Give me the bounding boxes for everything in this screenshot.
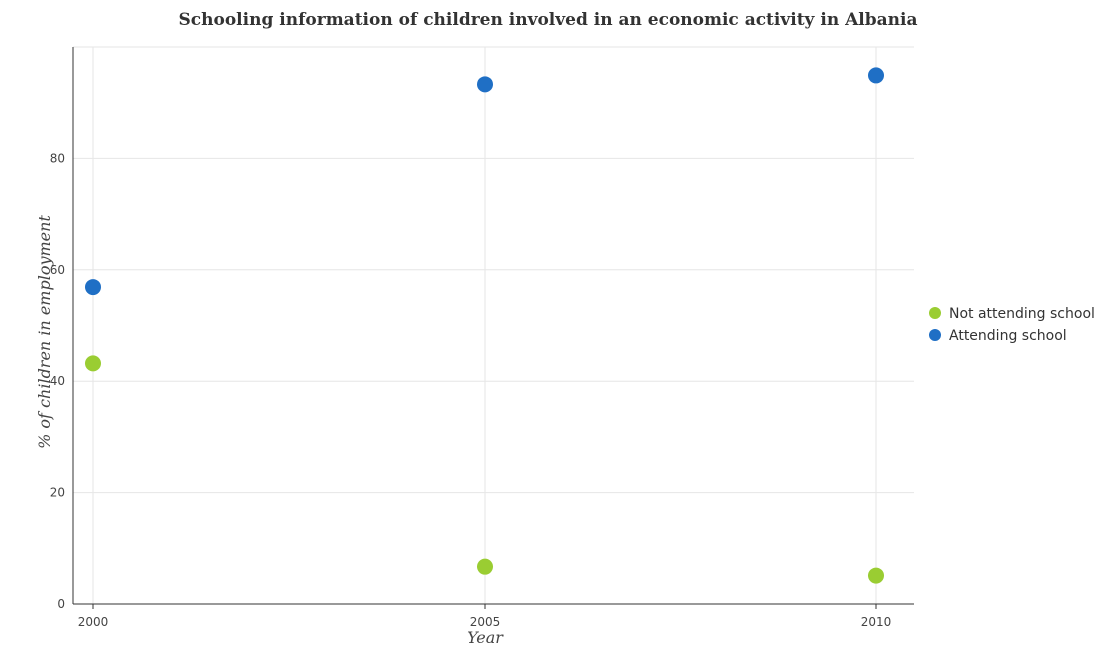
y-axis-label: % of children in employment — [35, 215, 54, 449]
legend-marker — [929, 329, 941, 341]
chart-title: Schooling information of children involv… — [179, 10, 918, 30]
grid — [73, 46, 914, 605]
x-tick-label: 2005 — [470, 615, 501, 629]
y-tick-label: 0 — [57, 597, 65, 611]
y-tick-label: 80 — [50, 151, 65, 165]
x-tick-label: 2010 — [861, 615, 892, 629]
data-point-attending — [477, 76, 493, 93]
data-point-not-attending — [868, 567, 884, 584]
x-tick-label: 2000 — [78, 615, 109, 629]
y-tick-label: 40 — [50, 374, 65, 388]
legend-marker — [929, 307, 941, 319]
axes: 0 20 40 60 80 2000 2005 2010 — [50, 47, 914, 629]
data-point-attending — [85, 279, 101, 296]
y-tick-label: 60 — [50, 263, 65, 277]
legend: Not attending school Attending school — [929, 306, 1095, 344]
legend-label: Attending school — [949, 328, 1067, 344]
data-points — [85, 67, 884, 584]
data-point-not-attending — [85, 355, 101, 372]
data-point-attending — [868, 67, 884, 84]
data-point-not-attending — [477, 558, 493, 575]
x-axis-label: Year — [467, 628, 504, 647]
legend-label: Not attending school — [949, 306, 1095, 322]
y-tick-label: 20 — [50, 486, 65, 500]
